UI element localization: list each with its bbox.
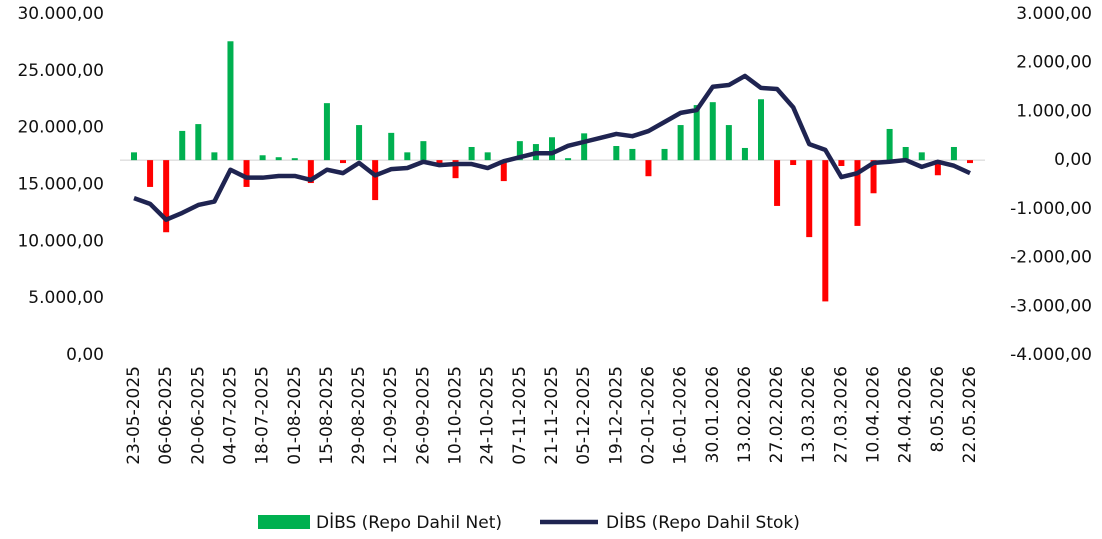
- x-tick-label: 10.04.2026: [864, 366, 884, 463]
- x-tick-label: 13.03.2026: [799, 366, 819, 463]
- x-tick-label: 24-10-2025: [478, 366, 498, 465]
- bar: [340, 160, 346, 164]
- bar: [645, 160, 652, 177]
- x-tick-label: 13.02.2026: [735, 366, 755, 463]
- y-tick-label: 15.000,00: [17, 175, 104, 195]
- bar: [693, 105, 700, 161]
- bar: [195, 124, 202, 161]
- bar: [902, 146, 909, 161]
- x-tick-label: 19-12-2025: [606, 366, 626, 465]
- bar: [516, 141, 523, 161]
- bar: [307, 160, 314, 184]
- x-tick-label: 26-09-2025: [413, 366, 433, 465]
- y-tick-label: 30.000,00: [17, 4, 104, 24]
- x-tick-label: 27.02.2026: [767, 366, 787, 463]
- bar: [259, 155, 266, 161]
- bar: [613, 146, 620, 161]
- bar: [243, 160, 250, 187]
- bar: [806, 160, 813, 238]
- x-tick-label: 23-05-2025: [124, 366, 144, 465]
- x-tick-label: 02-01-2026: [638, 366, 658, 465]
- y2-tick-label: -3.000,00: [1010, 296, 1092, 316]
- y-tick-label: 25.000,00: [17, 61, 104, 81]
- bar: [323, 103, 330, 161]
- bar: [291, 158, 298, 161]
- x-tick-label: 10-10-2025: [446, 366, 466, 465]
- y2-tick-label: 3.000,00: [1016, 4, 1092, 24]
- bar: [484, 152, 491, 161]
- x-tick-label: 06-06-2025: [156, 366, 176, 465]
- x-tick-label: 8.05.2026: [928, 366, 948, 453]
- legend-label: DİBS (Repo Dahil Stok): [606, 512, 800, 533]
- bar: [179, 130, 186, 161]
- bar: [950, 146, 957, 161]
- y-tick-label: 20.000,00: [17, 118, 104, 138]
- y2-tick-label: 0,00: [1054, 150, 1092, 170]
- bar: [886, 128, 893, 161]
- y-tick-label: 5.000,00: [28, 288, 104, 308]
- bar: [741, 147, 748, 161]
- bar: [918, 152, 925, 161]
- bar: [211, 152, 218, 161]
- bar: [372, 160, 379, 201]
- y2-tick-label: 2.000,00: [1016, 53, 1092, 73]
- y-tick-label: 0,00: [66, 345, 104, 365]
- x-tick-label: 04-07-2025: [220, 366, 240, 465]
- x-tick-label: 05-12-2025: [574, 366, 594, 465]
- bar: [163, 160, 170, 233]
- x-tick-label: 18-07-2025: [253, 366, 273, 465]
- bar: [275, 157, 282, 161]
- bar: [677, 125, 684, 161]
- bar: [549, 137, 555, 161]
- line: [133, 73, 971, 222]
- bar: [420, 141, 427, 161]
- bar: [854, 160, 861, 226]
- x-tick-label: 15-08-2025: [317, 366, 337, 465]
- legend-swatch: [258, 515, 310, 529]
- bar: [500, 160, 507, 182]
- y2-tick-label: -1.000,00: [1010, 199, 1092, 219]
- y-tick-label: 10.000,00: [17, 231, 104, 251]
- bar: [356, 125, 363, 161]
- x-tick-label: 01-08-2025: [285, 366, 305, 465]
- y2-tick-label: 1.000,00: [1016, 101, 1092, 121]
- y2-tick-label: -4.000,00: [1010, 345, 1092, 365]
- x-tick-label: 07-11-2025: [510, 366, 530, 465]
- bar: [790, 160, 797, 166]
- bar: [581, 133, 588, 161]
- bar: [452, 160, 459, 179]
- bar: [147, 160, 154, 187]
- bar: [758, 99, 764, 161]
- bar: [227, 41, 234, 161]
- y2-tick-label: -2.000,00: [1010, 248, 1092, 268]
- bar: [661, 148, 668, 161]
- x-tick-label: 27.03.2026: [831, 366, 851, 463]
- x-tick-label: 12-09-2025: [381, 366, 401, 465]
- bar: [404, 152, 411, 161]
- bar: [838, 160, 845, 166]
- x-tick-label: 16-01-2026: [671, 366, 691, 465]
- x-tick-label: 30.01.2026: [703, 366, 723, 463]
- bar: [565, 158, 572, 161]
- x-tick-label: 29-08-2025: [349, 366, 369, 465]
- bar: [822, 160, 829, 302]
- bar: [774, 160, 781, 206]
- x-tick-label: 24.04.2026: [896, 366, 916, 463]
- bar: [468, 146, 475, 161]
- bar: [436, 160, 443, 166]
- x-tick-label: 20-06-2025: [188, 366, 208, 465]
- x-tick-label: 21-11-2025: [542, 366, 562, 465]
- bar: [934, 160, 941, 176]
- bar: [388, 132, 395, 161]
- bar: [709, 102, 716, 161]
- bar: [725, 125, 732, 161]
- bar: [629, 148, 636, 161]
- bar: [967, 160, 973, 164]
- legend-label: DİBS (Repo Dahil Net): [316, 512, 502, 533]
- x-tick-label: 22.05.2026: [960, 366, 980, 463]
- bar: [870, 160, 877, 194]
- bar: [131, 152, 137, 161]
